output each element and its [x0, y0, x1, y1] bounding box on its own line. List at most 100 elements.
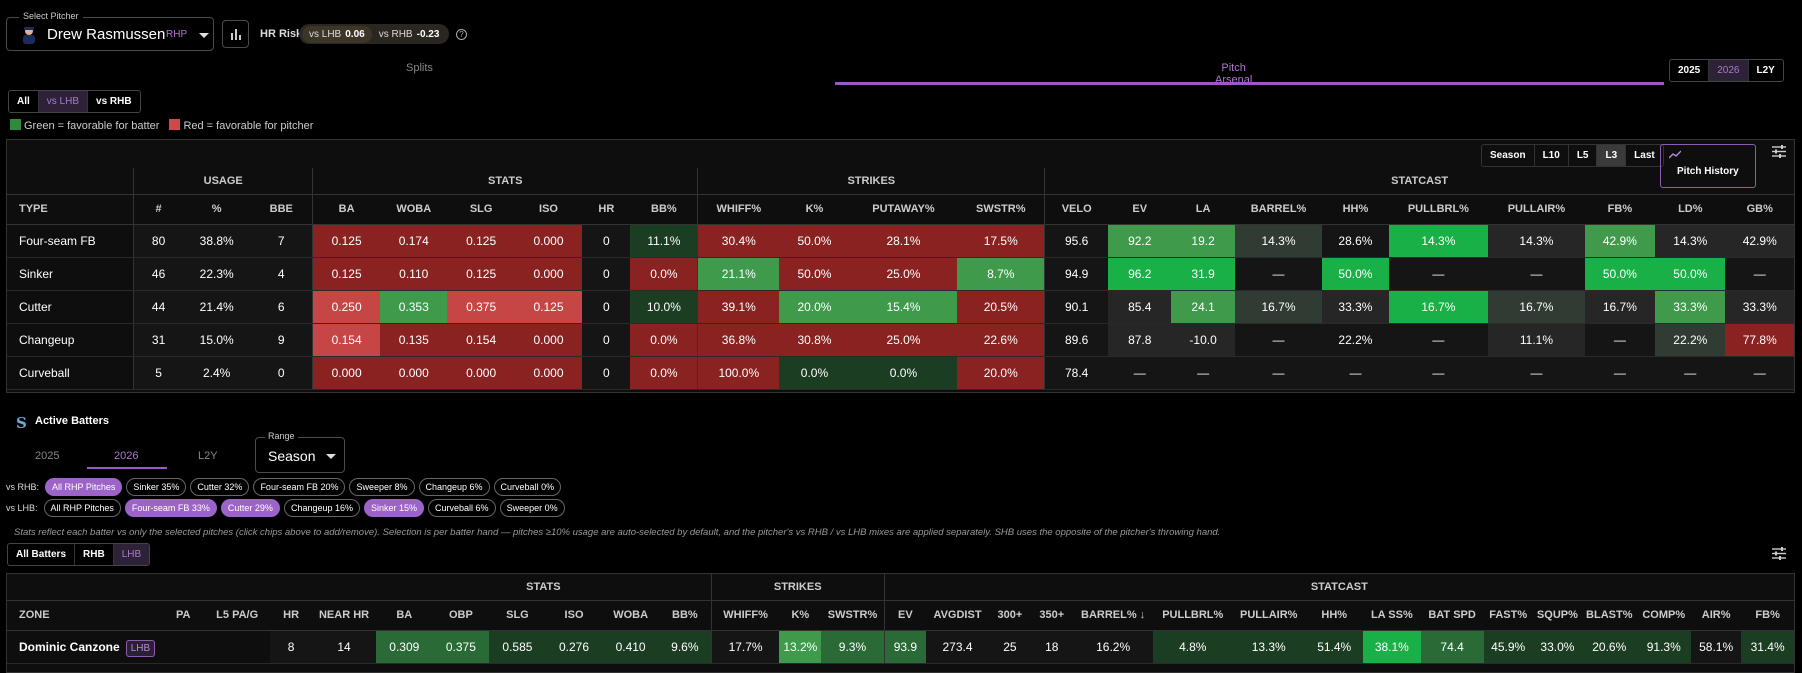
col-header[interactable]: # — [133, 194, 183, 225]
col-header[interactable]: VELO — [1044, 194, 1109, 225]
col-header[interactable]: PULLAIR% — [1232, 600, 1306, 631]
col-header[interactable]: PUTAWAY% — [849, 194, 958, 225]
pitch-chip[interactable]: Cutter 29% — [220, 499, 280, 517]
col-header[interactable]: SLG — [447, 194, 515, 225]
col-header[interactable]: ISO — [514, 194, 583, 225]
ab-year-2026[interactable]: 2026 — [114, 450, 139, 462]
stat-cell: -10.0 — [1171, 323, 1235, 357]
col-header[interactable]: SLG — [489, 600, 546, 631]
col-header[interactable]: PULLBRL% — [1388, 194, 1489, 225]
pitch-chip[interactable]: Cutter 32% — [190, 478, 250, 496]
pitcher-select[interactable]: Select Pitcher Drew Rasmussen RHP — [6, 11, 214, 51]
pitch-chip[interactable]: Sinker 35% — [126, 478, 187, 496]
col-header[interactable]: AVGDIST — [926, 600, 989, 631]
col-header[interactable]: AIR% — [1691, 600, 1742, 631]
col-header[interactable]: ZONE — [7, 600, 163, 631]
pitch-chip[interactable]: Sweeper 0% — [499, 499, 565, 517]
stat-cell: 4 — [250, 257, 313, 291]
range-l10[interactable]: L10 — [1535, 145, 1569, 166]
batters-lhb[interactable]: LHB — [113, 544, 150, 565]
year-l2y[interactable]: L2Y — [1756, 65, 1775, 76]
col-header[interactable]: SWSTR% — [957, 194, 1045, 225]
col-header[interactable]: NEAR HR — [312, 600, 376, 631]
range-l5[interactable]: L5 — [1569, 145, 1598, 166]
col-header[interactable]: HR — [270, 600, 313, 631]
batters-rhb[interactable]: RHB — [75, 544, 114, 565]
settings-sliders-icon[interactable] — [1772, 547, 1786, 560]
year-2025[interactable]: 2025 — [1670, 60, 1710, 81]
col-header[interactable]: LA SS% — [1363, 600, 1421, 631]
pitch-chip[interactable]: Sinker 15% — [364, 499, 425, 517]
col-header[interactable]: FAST% — [1483, 600, 1533, 631]
col-header[interactable]: BAT SPD — [1420, 600, 1484, 631]
tab-splits[interactable]: Splits — [406, 62, 433, 74]
col-header[interactable]: 350+ — [1030, 600, 1073, 631]
pitch-chip[interactable]: All RHP Pitches — [45, 478, 123, 496]
split-vs-lhb[interactable]: vs LHB — [38, 91, 89, 112]
col-header[interactable]: BARREL% — [1234, 194, 1323, 225]
pitch-chip[interactable]: Curveball 6% — [428, 499, 496, 517]
col-header[interactable]: SWSTR% — [821, 600, 885, 631]
range-select[interactable]: Range Season — [255, 431, 345, 473]
col-header[interactable]: BARREL% ↓ — [1072, 600, 1154, 631]
col-header[interactable]: FB% — [1741, 600, 1794, 631]
batter-name[interactable]: Dominic Canzone LHB — [7, 630, 163, 664]
col-header[interactable]: TYPE — [7, 194, 134, 225]
group-stats: STATS — [312, 168, 698, 195]
pitch-chip[interactable]: Changeup 6% — [418, 478, 490, 496]
split-all[interactable]: All — [9, 91, 39, 112]
col-header[interactable]: WHIFF% — [697, 194, 780, 225]
col-header[interactable]: BBE — [250, 194, 313, 225]
col-header[interactable]: OBP — [432, 600, 490, 631]
pitch-chip[interactable]: Four-seam FB 20% — [253, 478, 346, 496]
col-header[interactable]: PA — [162, 600, 205, 631]
col-header[interactable]: BB% — [658, 600, 712, 631]
col-header[interactable]: EV — [883, 600, 927, 631]
ab-year-2025[interactable]: 2025 — [35, 450, 60, 462]
col-header[interactable]: WOBA — [380, 194, 448, 225]
year-2026[interactable]: 2026 — [1709, 60, 1749, 81]
year-toggle: 2025 2026 L2Y — [1669, 59, 1784, 82]
col-header[interactable]: LD% — [1655, 194, 1726, 225]
range-l3[interactable]: L3 — [1597, 145, 1627, 166]
col-header[interactable]: ISO — [545, 600, 603, 631]
col-header[interactable]: K% — [779, 194, 850, 225]
split-vs-rhb[interactable]: vs RHB — [96, 96, 132, 107]
chart-button[interactable] — [222, 20, 249, 48]
col-header[interactable]: BB% — [630, 194, 698, 225]
col-header[interactable]: GB% — [1725, 194, 1794, 225]
col-header[interactable]: % — [182, 194, 251, 225]
col-header[interactable]: BA — [376, 600, 433, 631]
pitch-chip[interactable]: Changeup 16% — [283, 499, 360, 517]
settings-sliders-icon[interactable] — [1772, 145, 1786, 158]
stat-cell: 0.154 — [312, 323, 381, 357]
col-header[interactable]: WHIFF% — [710, 600, 780, 631]
ab-year-l2y[interactable]: L2Y — [198, 450, 218, 462]
batters-all[interactable]: All Batters — [8, 544, 76, 565]
col-header[interactable]: COMP% — [1636, 600, 1691, 631]
stat-cell: 87.8 — [1108, 323, 1172, 357]
col-header[interactable]: 300+ — [988, 600, 1031, 631]
range-last[interactable]: Last — [1634, 150, 1655, 161]
col-header[interactable]: FB% — [1584, 194, 1656, 225]
batter-row[interactable]: Dominic Canzone LHB 8 14 0.309 0.375 0.585 0.27… — [7, 630, 1794, 664]
help-icon[interactable]: ? — [456, 29, 467, 40]
col-header[interactable]: L5 PA/G — [204, 600, 271, 631]
pitch-chip[interactable]: Curveball 0% — [493, 478, 562, 496]
col-header[interactable]: BLAST% — [1582, 600, 1637, 631]
col-header[interactable]: SQUP% — [1532, 600, 1583, 631]
col-header[interactable]: PULLAIR% — [1488, 194, 1585, 225]
pitch-chip[interactable]: Sweeper 8% — [349, 478, 415, 496]
col-header[interactable]: K% — [779, 600, 822, 631]
pitch-chip[interactable]: Four-seam FB 33% — [124, 499, 217, 517]
pitch-chip[interactable]: All RHP Pitches — [43, 499, 121, 517]
col-header[interactable]: WOBA — [602, 600, 659, 631]
col-header[interactable]: EV — [1108, 194, 1172, 225]
col-header[interactable]: PULLBRL% — [1153, 600, 1233, 631]
col-header[interactable]: HR — [582, 194, 631, 225]
col-header[interactable]: LA — [1171, 194, 1235, 225]
range-season[interactable]: Season — [1482, 145, 1535, 166]
col-header[interactable]: HH% — [1305, 600, 1364, 631]
col-header[interactable]: HH% — [1322, 194, 1389, 225]
col-header[interactable]: BA — [312, 194, 381, 225]
